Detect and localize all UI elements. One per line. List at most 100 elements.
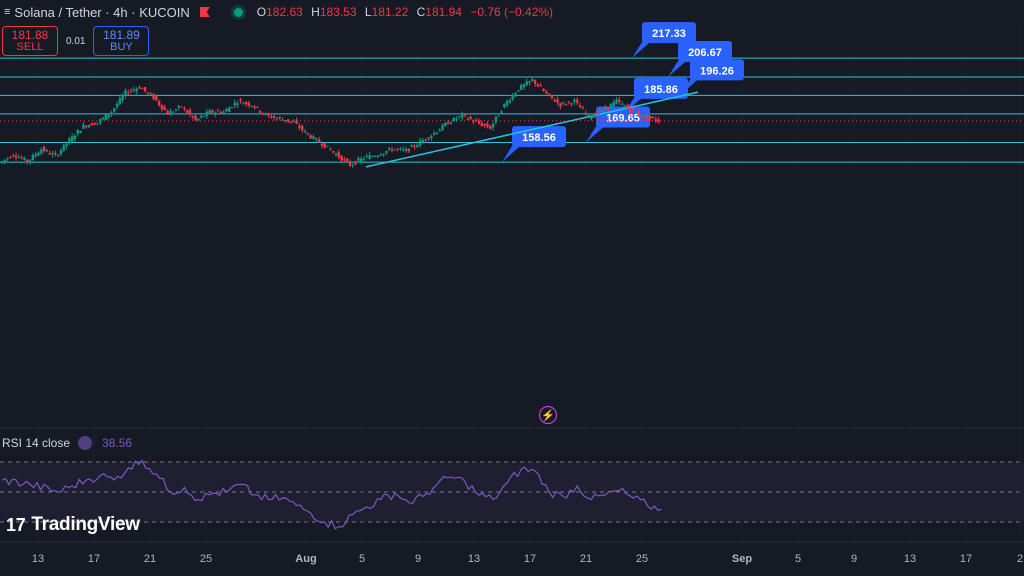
candle-body	[446, 122, 450, 125]
candle-body	[267, 113, 270, 116]
candle-body	[444, 122, 447, 126]
candle-body	[127, 92, 130, 94]
candle-body	[385, 151, 388, 153]
candle-body	[584, 112, 587, 114]
candle-body	[542, 88, 545, 92]
candle-body	[556, 99, 559, 103]
tradingview-logo: 17 TradingView	[6, 514, 140, 535]
chart-header: ≡ Solana / Tether · 4h · KUCOIN O182.63 …	[0, 0, 1024, 24]
candle-body	[517, 90, 520, 92]
trend-line	[365, 91, 699, 168]
candle-body	[261, 112, 265, 114]
candle-body	[180, 106, 183, 108]
candle-body	[643, 115, 646, 117]
candle-body	[281, 119, 284, 121]
candle-body	[264, 113, 267, 115]
candle-body	[438, 129, 441, 132]
candle-body	[160, 104, 164, 110]
candle-body	[463, 114, 467, 116]
candle-body	[345, 158, 349, 162]
low-value: 181.22	[371, 5, 409, 19]
candle-body	[23, 157, 26, 160]
candle-body	[646, 115, 649, 120]
candle-body	[402, 149, 405, 151]
candle-body	[163, 107, 166, 111]
candle-body	[388, 148, 391, 150]
x-tick-label: 13	[468, 553, 480, 565]
candle-body	[531, 78, 534, 81]
candle-body	[393, 149, 397, 151]
candle-body	[359, 158, 363, 162]
candle-body	[73, 135, 77, 140]
candle-body	[654, 119, 657, 121]
candle-body	[250, 105, 253, 107]
candle-body	[124, 90, 127, 97]
candle-body	[373, 156, 377, 158]
candle-body	[407, 148, 411, 152]
candle-body	[606, 106, 610, 109]
level-label: 206.67	[688, 47, 722, 59]
close-value: 181.94	[425, 5, 462, 19]
candle-body	[629, 108, 632, 113]
candle-body	[615, 99, 618, 104]
candle-body	[351, 164, 354, 166]
candle-body	[115, 104, 119, 108]
x-tick-label: 25	[200, 553, 212, 565]
rsi-pane	[0, 432, 1024, 542]
candle-body	[309, 135, 312, 139]
candle-body	[416, 144, 419, 148]
candle-body	[348, 162, 352, 166]
candle-body	[626, 104, 629, 109]
candle-body	[632, 108, 635, 111]
candle-body	[93, 123, 96, 125]
candle-body	[337, 152, 340, 158]
candle-body	[472, 121, 475, 123]
buy-button[interactable]: 181.89 BUY	[93, 26, 150, 56]
candle-body	[132, 89, 136, 91]
tradingview-logo-icon: 17	[6, 514, 26, 535]
candle-body	[289, 121, 293, 123]
candle-body	[99, 119, 102, 123]
x-tick-label: 9	[415, 553, 421, 565]
symbol-title[interactable]: ≡ Solana / Tether · 4h · KUCOIN	[0, 5, 190, 20]
candle-body	[135, 88, 138, 92]
bolt-icon[interactable]: ⚡	[539, 406, 557, 424]
x-tick-label: 17	[524, 553, 536, 565]
candle-body	[17, 157, 21, 159]
sell-button[interactable]: 181.88 SELL	[2, 26, 58, 56]
flag-icon[interactable]	[199, 7, 210, 17]
candle-body	[469, 116, 472, 120]
candle-body	[564, 104, 568, 106]
level-callout-pointer	[586, 126, 604, 143]
candle-body	[547, 93, 551, 95]
rsi-settings-icon[interactable]	[78, 436, 93, 450]
candle-body	[441, 124, 444, 131]
candle-body	[371, 155, 374, 157]
candle-body	[258, 110, 262, 113]
rsi-legend: RSI 14 close 38.56	[2, 436, 132, 450]
candle-body	[239, 99, 242, 101]
candle-body	[418, 140, 422, 146]
candle-body	[6, 158, 9, 160]
candle-body	[604, 107, 607, 109]
candle-body	[12, 155, 15, 157]
candle-body	[382, 153, 385, 156]
candle-body	[340, 155, 343, 161]
candle-body	[214, 112, 217, 114]
candle-body	[155, 95, 158, 101]
candle-body	[278, 116, 281, 119]
candle-body	[331, 151, 335, 153]
symbol-icon: ≡	[4, 6, 11, 18]
candle-body	[14, 155, 18, 158]
candle-body	[82, 124, 85, 129]
candle-body	[334, 154, 338, 156]
candle-body	[275, 118, 279, 120]
candle-body	[56, 154, 60, 156]
candle-body	[37, 152, 40, 156]
candle-body	[211, 110, 214, 113]
candle-body	[104, 114, 108, 121]
candle-body	[146, 92, 150, 94]
level-callout-pointer	[632, 42, 650, 59]
candle-body	[343, 158, 346, 160]
